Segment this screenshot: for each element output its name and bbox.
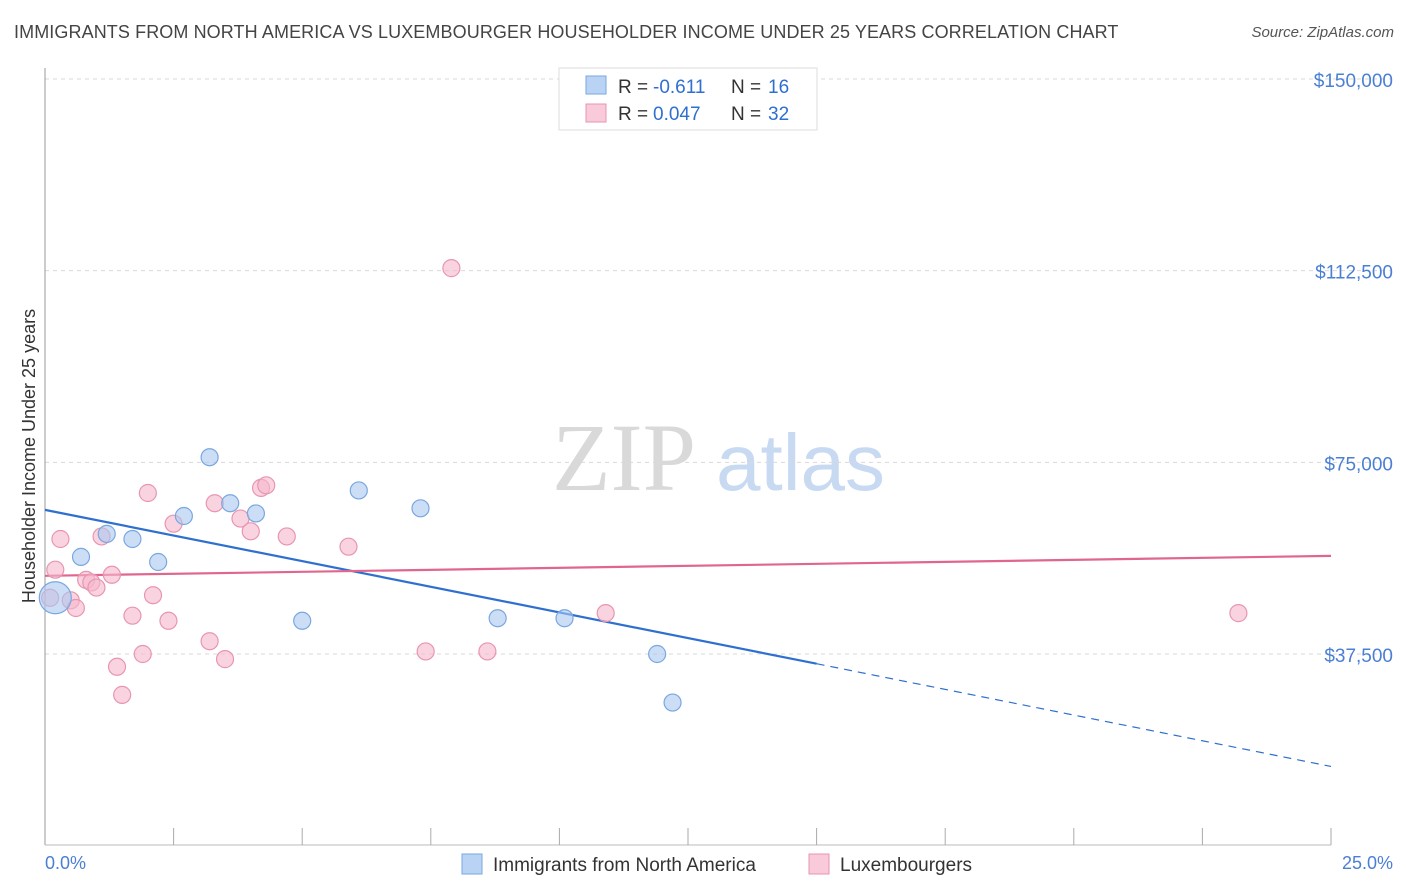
y-tick-label: $112,500 bbox=[1315, 263, 1393, 284]
point-luxembourgers bbox=[133, 644, 152, 664]
point-luxembourgers bbox=[138, 483, 157, 503]
point-immigrants bbox=[174, 506, 193, 526]
legend-n-label-1: N = bbox=[731, 77, 761, 98]
point-immigrants bbox=[246, 504, 266, 523]
point-luxembourgers bbox=[215, 650, 235, 669]
point-luxembourgers bbox=[241, 522, 260, 541]
legend-n-value-1: 16 bbox=[768, 77, 789, 98]
point-immigrants bbox=[221, 494, 240, 513]
point-luxembourgers bbox=[51, 529, 70, 549]
point-luxembourgers bbox=[1229, 604, 1248, 623]
point-immigrants bbox=[411, 499, 430, 518]
point-immigrants bbox=[38, 581, 72, 615]
point-immigrants bbox=[663, 693, 682, 712]
legend-swatch-blue bbox=[585, 75, 607, 95]
legend-r-label-1: R = bbox=[618, 77, 648, 98]
watermark-zip: ZIP bbox=[552, 404, 696, 511]
legend-n-label-2: N = bbox=[731, 104, 761, 125]
trend-lines bbox=[44, 508, 1332, 768]
point-immigrants bbox=[648, 644, 667, 664]
y-tick-label: $37,500 bbox=[1324, 646, 1393, 667]
point-immigrants bbox=[293, 611, 312, 630]
x-tick-label-end: 25.0% bbox=[1342, 853, 1393, 873]
bottom-legend-swatch-blue bbox=[461, 853, 483, 875]
y-tick-labels: $37,500 $75,000 $112,500 $150,000 bbox=[1314, 71, 1393, 667]
point-immigrants bbox=[349, 481, 368, 500]
y-axis-label: Householder Income Under 25 years bbox=[19, 309, 39, 603]
x-tick-label-start: 0.0% bbox=[45, 853, 86, 873]
point-luxembourgers bbox=[205, 494, 224, 513]
point-luxembourgers bbox=[200, 632, 219, 651]
point-luxembourgers bbox=[107, 657, 127, 676]
bottom-legend: Immigrants from North America Luxembourg… bbox=[461, 853, 972, 876]
point-immigrants bbox=[488, 609, 507, 628]
trend-line-immigrants bbox=[44, 508, 817, 665]
point-luxembourgers bbox=[596, 604, 615, 623]
legend-r-value-2: 0.047 bbox=[653, 104, 701, 125]
point-luxembourgers bbox=[159, 611, 178, 630]
point-immigrants bbox=[149, 552, 168, 572]
point-luxembourgers bbox=[478, 642, 497, 661]
point-immigrants bbox=[123, 529, 142, 549]
point-luxembourgers bbox=[113, 685, 132, 704]
bottom-legend-label-2: Luxembourgers bbox=[840, 855, 972, 876]
point-luxembourgers bbox=[277, 527, 296, 546]
source-label: Source: ZipAtlas.com bbox=[1251, 24, 1394, 41]
y-tick-label: $75,000 bbox=[1324, 454, 1393, 475]
bottom-legend-label-1: Immigrants from North America bbox=[493, 855, 756, 876]
point-luxembourgers bbox=[339, 537, 358, 556]
point-immigrants bbox=[555, 609, 574, 628]
point-luxembourgers bbox=[102, 565, 121, 584]
legend-r-value-1: -0.611 bbox=[653, 77, 705, 98]
data-points bbox=[38, 259, 1248, 712]
point-luxembourgers bbox=[442, 259, 461, 278]
x-tick-marks bbox=[173, 828, 1332, 845]
legend-r-label-2: R = bbox=[618, 104, 648, 125]
point-luxembourgers bbox=[416, 642, 435, 661]
point-luxembourgers bbox=[143, 586, 163, 605]
point-luxembourgers bbox=[46, 560, 65, 579]
legend-box: R = -0.611 N = 16 R = 0.047 N = 32 bbox=[558, 67, 818, 131]
point-immigrants bbox=[200, 448, 219, 467]
trend-line-extension bbox=[816, 663, 1332, 768]
gridlines bbox=[45, 78, 1392, 655]
point-luxembourgers bbox=[123, 606, 142, 625]
point-luxembourgers bbox=[257, 476, 276, 495]
legend-swatch-pink bbox=[585, 103, 607, 123]
point-immigrants bbox=[97, 524, 116, 543]
legend-n-value-2: 32 bbox=[768, 104, 789, 125]
trend-line-luxembourgers bbox=[44, 554, 1332, 577]
bottom-legend-swatch-pink bbox=[808, 853, 830, 875]
chart-title: IMMIGRANTS FROM NORTH AMERICA VS LUXEMBO… bbox=[14, 22, 1119, 42]
point-luxembourgers bbox=[87, 578, 106, 597]
point-immigrants bbox=[71, 547, 91, 566]
y-tick-label: $150,000 bbox=[1314, 71, 1393, 92]
